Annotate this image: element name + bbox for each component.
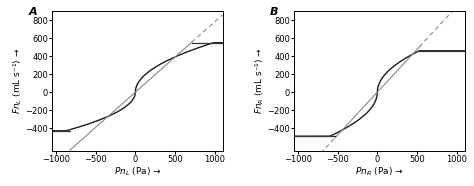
X-axis label: $Pn_R$ (Pa) →: $Pn_R$ (Pa) →: [355, 165, 403, 178]
Y-axis label: $Fn_R$ (mL s⁻¹) →: $Fn_R$ (mL s⁻¹) →: [253, 47, 266, 114]
Text: B: B: [270, 7, 279, 17]
Text: A: A: [28, 7, 37, 17]
Y-axis label: $Fn_L$ (mL s⁻¹) →: $Fn_L$ (mL s⁻¹) →: [11, 48, 24, 114]
X-axis label: $Pn_L$ (Pa) →: $Pn_L$ (Pa) →: [113, 165, 161, 178]
